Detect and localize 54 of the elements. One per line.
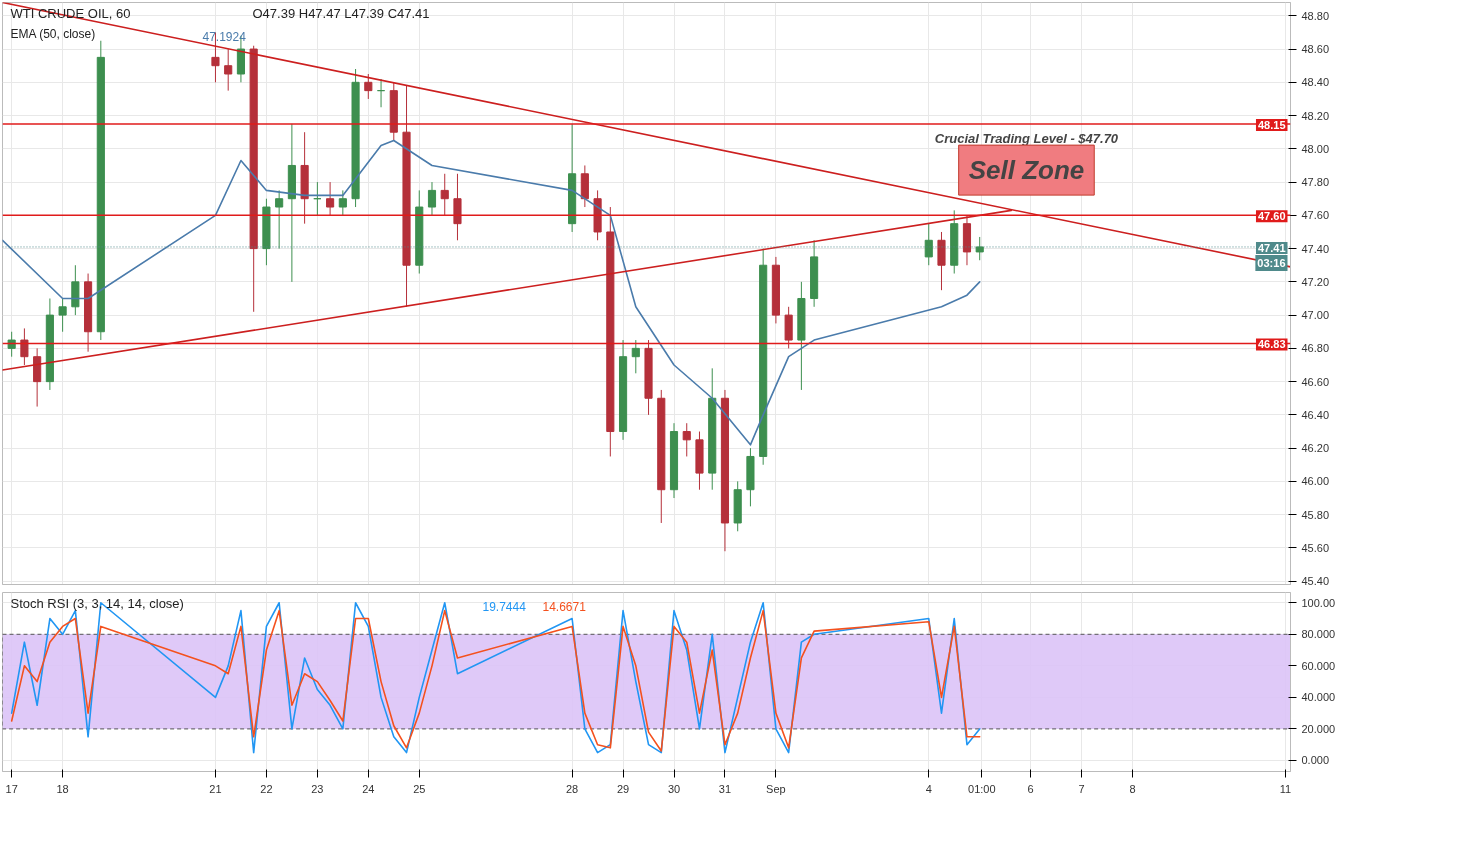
- x-tick-label: 24: [362, 782, 375, 795]
- y-tick-label: 45.40: [1301, 575, 1330, 588]
- x-tick-label: Sep: [766, 782, 786, 795]
- y-tick-label: 45.80: [1301, 508, 1330, 521]
- x-tick-label: 18: [56, 782, 69, 795]
- y-tick-label: 47.00: [1301, 309, 1330, 322]
- x-tick-label: 28: [565, 782, 579, 795]
- ref-line-label: 46.83: [1257, 338, 1286, 351]
- y-tick-label: 80.000: [1301, 628, 1336, 641]
- y-tick-label: 48.20: [1301, 109, 1330, 122]
- y-tick-label: 100.00: [1301, 596, 1336, 609]
- y-tick-label: 0.000: [1301, 754, 1330, 767]
- x-tick-label: 7: [1078, 782, 1085, 795]
- annotation: 19.7444: [482, 599, 527, 614]
- ref-line-label: 47.60: [1257, 210, 1286, 223]
- x-tick-label: 17: [5, 782, 18, 795]
- annotation: Sell Zone: [968, 155, 1085, 186]
- x-tick-label: 21: [209, 782, 222, 795]
- annotation: 14.6671: [542, 599, 587, 614]
- x-tick-label: 11: [1279, 782, 1292, 795]
- x-tick-label: 4: [925, 782, 932, 795]
- y-tick-label: 46.40: [1301, 408, 1330, 421]
- y-tick-label: 47.80: [1301, 176, 1330, 189]
- x-tick-label: 01:00: [968, 782, 996, 795]
- y-tick-label: 48.60: [1301, 43, 1330, 56]
- y-tick-label: 48.00: [1301, 142, 1330, 155]
- x-tick-label: 25: [413, 782, 426, 795]
- annotation: 03:16: [1257, 256, 1286, 269]
- y-tick-label: 46.00: [1301, 475, 1330, 488]
- y-tick-label: 48.40: [1301, 76, 1330, 89]
- y-tick-label: 45.60: [1301, 541, 1330, 554]
- y-tick-label: 60.000: [1301, 659, 1336, 672]
- ref-line-label: 47.41: [1257, 241, 1286, 254]
- chart-title: Stoch RSI (3, 3, 14, 14, close): [10, 595, 184, 611]
- ref-line-label: 48.15: [1257, 118, 1286, 131]
- y-tick-label: 46.80: [1301, 342, 1330, 355]
- y-tick-label: 48.80: [1301, 9, 1330, 22]
- y-tick-label: 46.60: [1301, 375, 1330, 388]
- annotation: O47.39 H47.47 L47.39 C47.41: [252, 5, 430, 21]
- x-tick-label: 22: [260, 782, 273, 795]
- x-tick-label: 30: [667, 782, 681, 795]
- x-tick-label: 23: [311, 782, 324, 795]
- x-tick-label: 29: [616, 782, 630, 795]
- x-tick-label: 31: [718, 782, 732, 795]
- annotation: EMA (50, close): [10, 26, 96, 41]
- y-tick-label: 46.20: [1301, 442, 1330, 455]
- x-tick-label: 8: [1129, 782, 1136, 795]
- y-tick-label: 20.000: [1301, 722, 1336, 735]
- y-tick-label: 47.20: [1301, 275, 1330, 288]
- y-tick-label: 47.60: [1301, 209, 1330, 222]
- annotation: Crucial Trading Level - $47.70: [934, 130, 1119, 146]
- y-tick-label: 47.40: [1301, 242, 1330, 255]
- x-tick-label: 6: [1027, 782, 1034, 795]
- y-tick-label: 40.000: [1301, 691, 1336, 704]
